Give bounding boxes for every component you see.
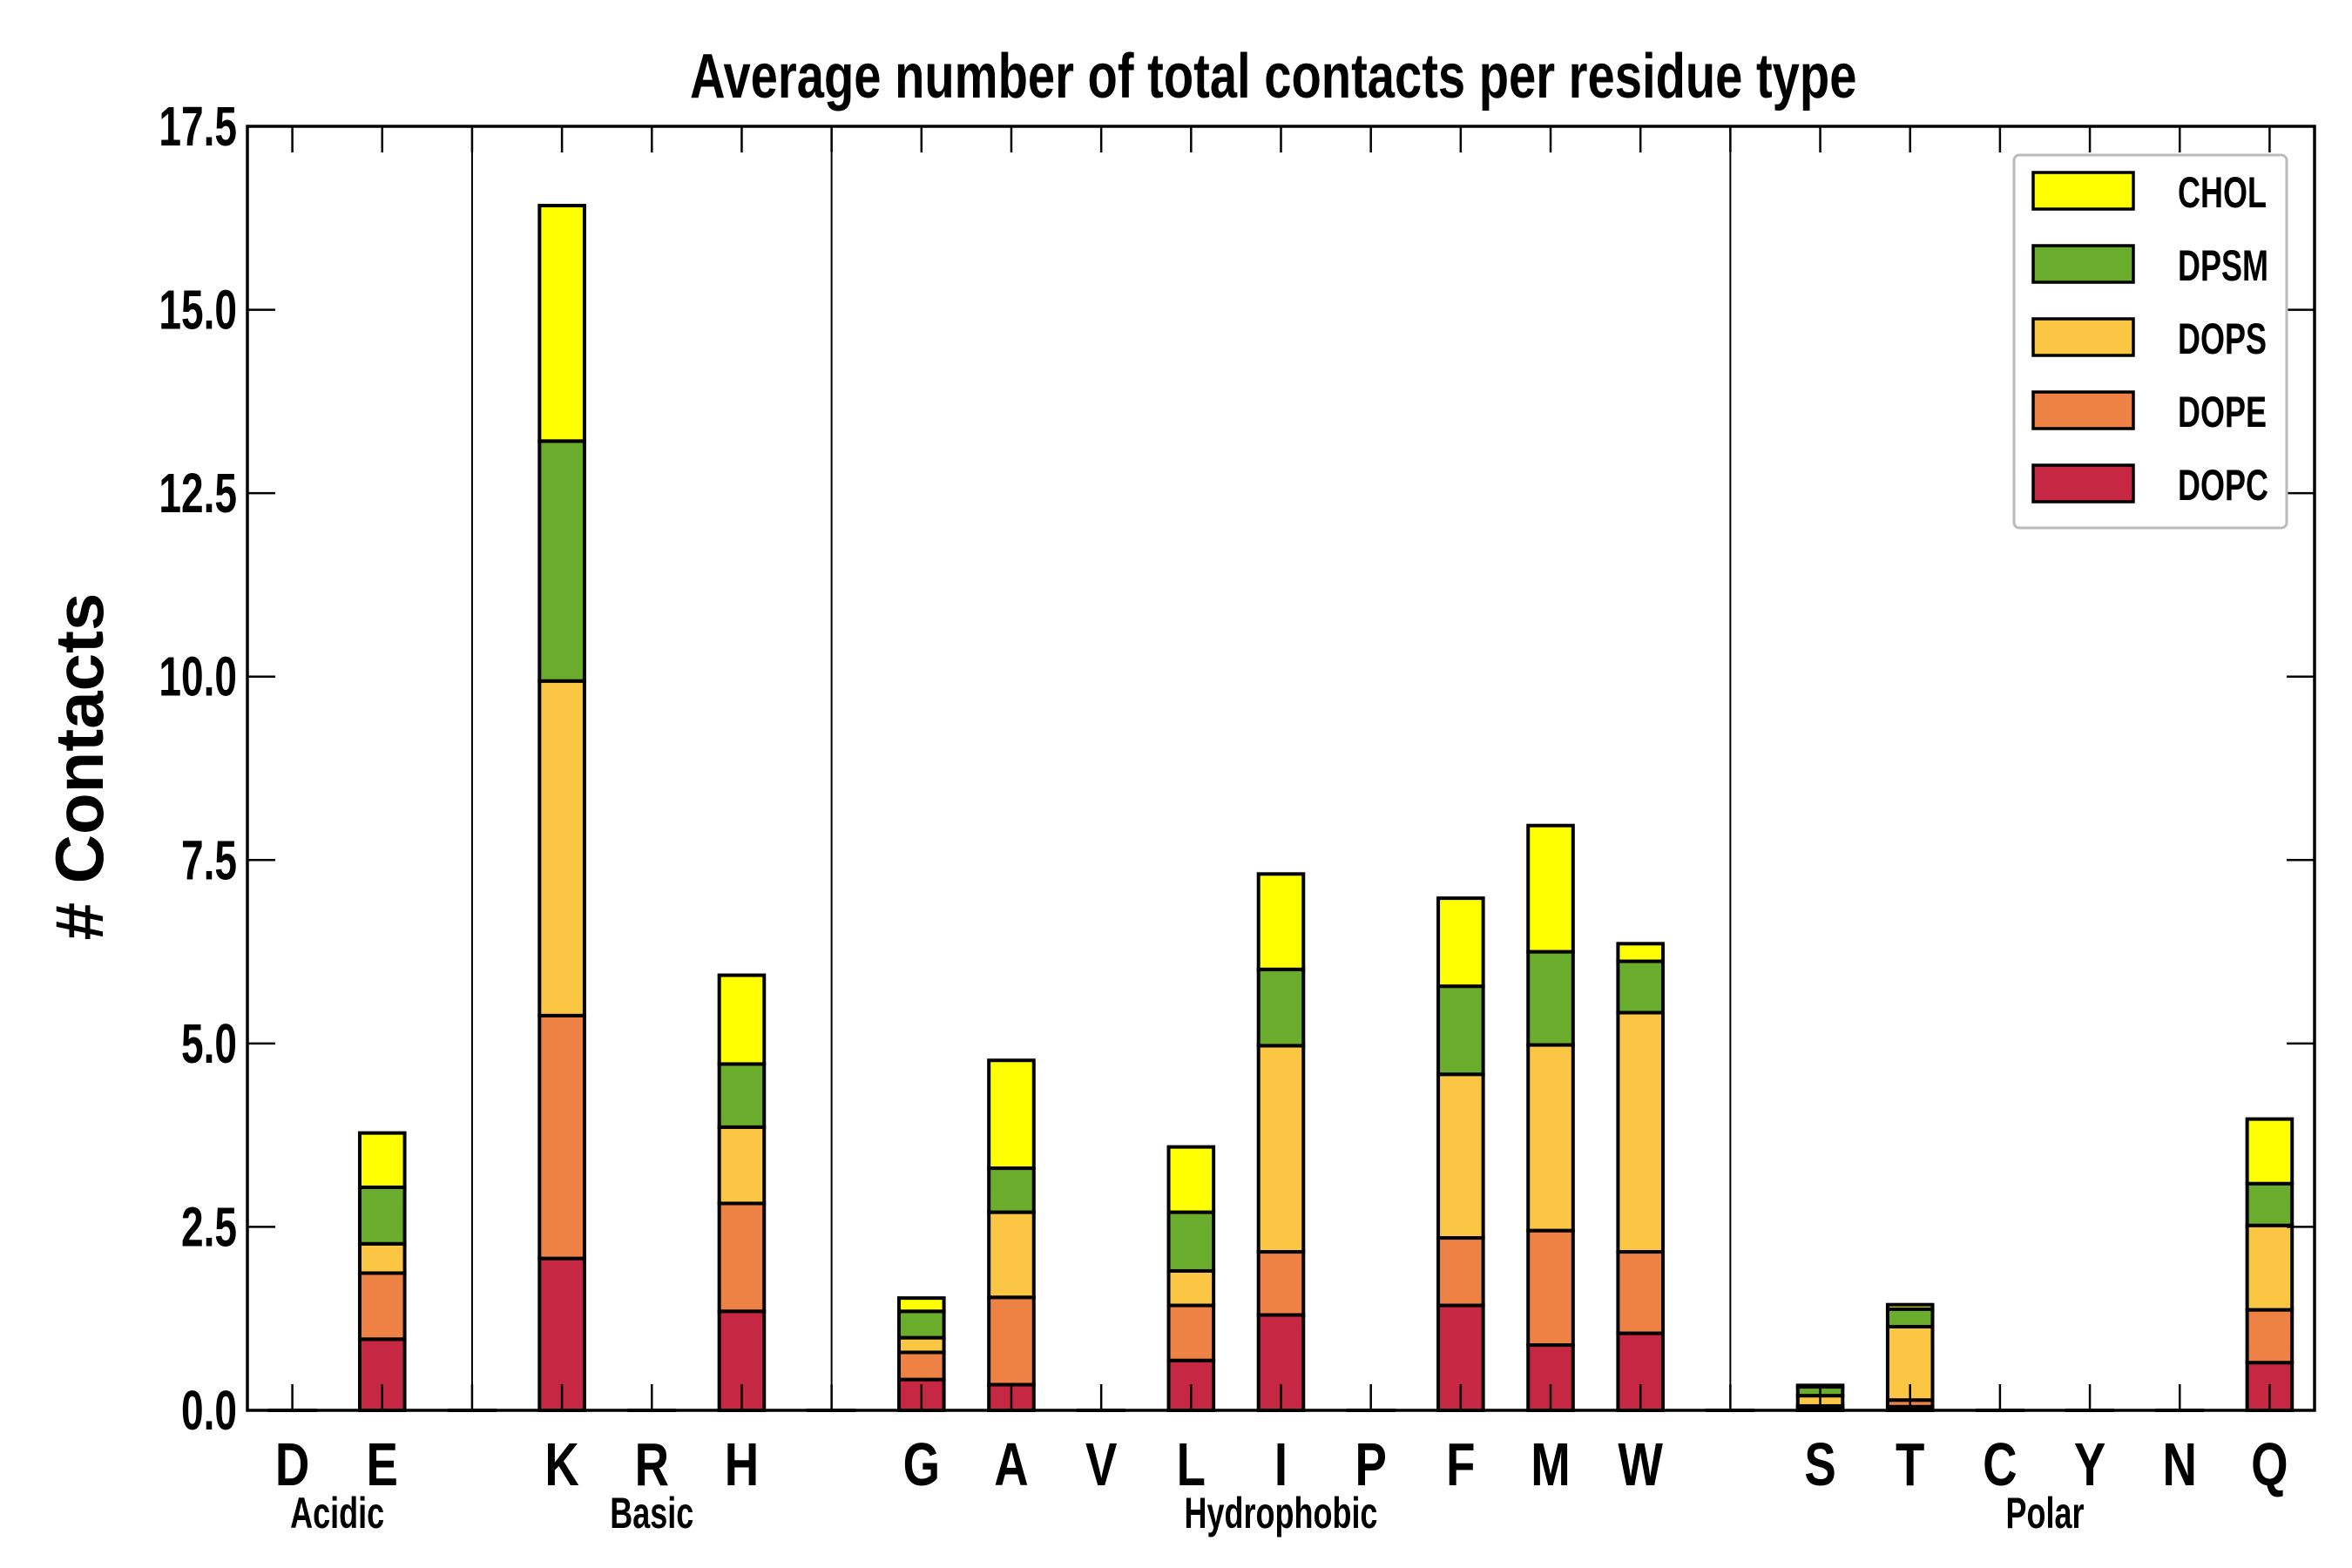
bar-segment-dpsm (1166, 1210, 1216, 1273)
bar-segment-chol (1436, 896, 1485, 989)
bar-segment-dope (987, 1295, 1036, 1387)
bar-segment-dpsm (717, 1062, 767, 1129)
group-label: Polar (2005, 1490, 2084, 1538)
bar-segment-chol (987, 1058, 1036, 1171)
x-tick-label: V (1085, 1431, 1118, 1499)
x-tick-label: D (275, 1431, 309, 1499)
bar-segment-dops (987, 1210, 1036, 1300)
legend-swatch-chol (2031, 171, 2135, 211)
bar-segment-chol (1166, 1145, 1216, 1214)
bar-segment-dope (1616, 1250, 1665, 1335)
x-tick-label: E (367, 1431, 398, 1499)
bar-segment-dope (897, 1350, 946, 1382)
x-tick-label: Y (2074, 1431, 2105, 1499)
bar-segment-dops (357, 1241, 407, 1275)
x-tick-label: G (903, 1431, 940, 1499)
x-tick-label: P (1355, 1431, 1386, 1499)
bar-segment-dpsm (1526, 950, 1575, 1047)
bar-segment-dops (1436, 1072, 1485, 1240)
y-tick-label: 17.5 (159, 96, 237, 158)
bar-segment-dope (1166, 1303, 1216, 1362)
y-tick-label: 5.0 (181, 1012, 237, 1074)
group-label: Basic (610, 1490, 693, 1538)
bar-segment-dops (2245, 1223, 2295, 1312)
bar-segment-dpsm (1885, 1307, 1935, 1328)
y-axis-label: # Contacts (41, 593, 118, 941)
bar-segment-dpsm (357, 1185, 407, 1246)
bar-segment-chol (1885, 1302, 1935, 1311)
bar-segment-dope (357, 1271, 407, 1342)
bar-segment-dope (717, 1201, 767, 1314)
legend-swatch-dopc (2031, 463, 2135, 504)
bar-segment-dope (1256, 1250, 1306, 1317)
legend-swatch-dope (2031, 390, 2135, 430)
bar-segment-dops (897, 1335, 946, 1355)
bar-segment-chol (897, 1296, 946, 1314)
bar-segment-dops (1526, 1043, 1575, 1233)
group-label: Hydrophobic (1185, 1490, 1378, 1538)
x-tick-label: I (1274, 1431, 1288, 1499)
bar-segment-dope (537, 1013, 586, 1260)
x-tick-label: T (1896, 1431, 1924, 1499)
x-tick-label: R (635, 1431, 669, 1499)
legend-swatch-dops (2031, 317, 2135, 357)
bar-segment-dops (1616, 1010, 1665, 1254)
bar-segment-dops (717, 1125, 767, 1206)
x-tick-label: H (725, 1431, 759, 1499)
bar-segment-dpsm (2245, 1181, 2295, 1227)
bar-segment-dops (1166, 1268, 1216, 1308)
y-tick-label: 10.0 (159, 645, 237, 707)
legend-label: CHOL (2178, 169, 2267, 217)
legend-swatch-dpsm (2031, 244, 2135, 284)
bar-segment-dops (1256, 1044, 1306, 1254)
x-tick-label: S (1804, 1431, 1835, 1499)
bar-segment-dope (2245, 1308, 2295, 1365)
plot-area: 0.0 2.5 5.0 7.5 10.0 12.5 15.0 17.5 D E K R H G A V L I P F… (159, 96, 2316, 1538)
bar-segment-dope (1436, 1236, 1485, 1308)
bar-segment-dpsm (537, 439, 586, 683)
bar-segment-dpsm (1256, 967, 1306, 1048)
x-tick-label: F (1446, 1431, 1475, 1499)
x-tick-label: A (994, 1431, 1028, 1499)
y-tick-label: 15.0 (159, 279, 237, 341)
bar-segment-chol (1256, 872, 1306, 971)
x-tick-label: K (544, 1431, 578, 1499)
bar-segment-dpsm (1616, 959, 1665, 1015)
group-label: Acidic (290, 1490, 384, 1538)
bar-segment-dops (537, 679, 586, 1017)
bar-segment-chol (717, 973, 767, 1066)
y-tick-label: 2.5 (181, 1196, 237, 1258)
x-tick-label: L (1177, 1431, 1206, 1499)
y-tick-label: 7.5 (181, 829, 237, 891)
legend-label: DOPE (2178, 389, 2267, 436)
bar-segment-dope (1526, 1228, 1575, 1348)
y-tick-label: 12.5 (159, 463, 237, 524)
x-tick-label: W (1618, 1431, 1663, 1499)
bar-segment-chol (2245, 1117, 2295, 1186)
x-tick-label: M (1531, 1431, 1570, 1499)
x-tick-label: N (2163, 1431, 2197, 1499)
bar-segment-chol (1526, 823, 1575, 954)
bar-segment-chol (1616, 942, 1665, 963)
bar-segment-chol (537, 203, 586, 443)
legend-label: DOPC (2178, 462, 2268, 510)
y-tick-label: 0.0 (181, 1380, 237, 1442)
chart-title: Average number of total contacts per res… (690, 41, 1856, 111)
legend: CHOL DPSM DOPS DOPE DOPC (2012, 153, 2288, 530)
legend-label: DPSM (2178, 242, 2268, 290)
bar-segment-dpsm (1436, 984, 1485, 1077)
legend-label: DOPS (2178, 315, 2267, 363)
x-tick-label: C (1983, 1431, 2017, 1499)
bar-segment-dpsm (987, 1166, 1036, 1214)
x-tick-label: Q (2251, 1431, 2288, 1499)
bar-segment-chol (357, 1131, 407, 1189)
bar-segment-dpsm (897, 1309, 946, 1340)
